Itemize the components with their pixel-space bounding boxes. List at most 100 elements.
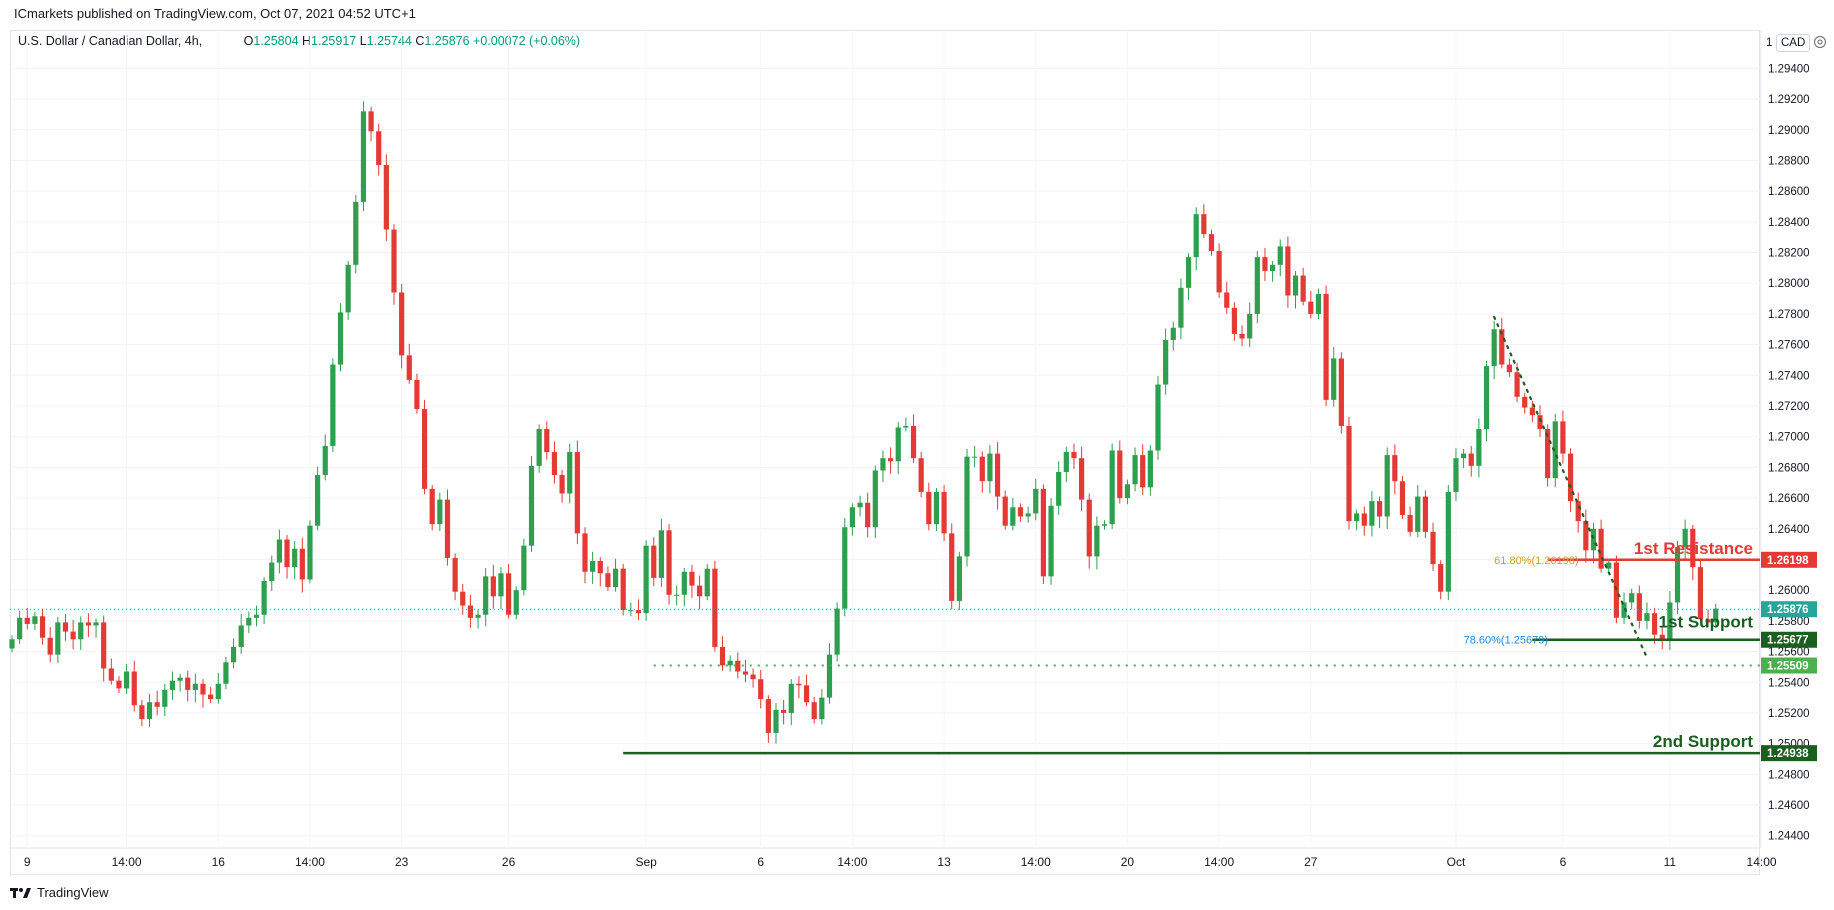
candle-body [1079, 458, 1085, 500]
candle-body [17, 617, 23, 640]
candle-body [1491, 329, 1497, 367]
candle-body [1193, 214, 1199, 258]
candle-body [1017, 507, 1024, 517]
high-key: H [302, 34, 312, 48]
candle-body [1292, 275, 1299, 296]
time-axis[interactable]: 9 14:00 16 14:00 23 26 Sep 6 14:00 13 14:00 20 14:00… [24, 855, 1777, 869]
candle-body [1506, 364, 1513, 373]
candle-body [467, 605, 473, 618]
tradingview-logo-icon [10, 887, 31, 898]
candle-body [353, 201, 359, 265]
currency-button[interactable]: CAD [1776, 34, 1811, 52]
candle-body [689, 571, 695, 586]
candle-body [498, 573, 504, 597]
chart-settings-icon[interactable] [1812, 34, 1828, 50]
candle-body [452, 557, 458, 592]
candle-body [9, 639, 15, 649]
candle-body [513, 590, 519, 615]
descending-trendline[interactable] [1493, 315, 1649, 659]
price-label-box [1761, 631, 1817, 648]
candle-body [1124, 484, 1131, 499]
price-axis[interactable]: 1.29400 1.29200 1.29000 1.28800 1.28600 1.284… [1761, 63, 1817, 843]
candle-body [956, 556, 962, 601]
time-tick-label: 23 [395, 855, 409, 869]
price-tick-label: 1.25200 [1768, 708, 1810, 720]
level-name-label: 1st Support [1659, 613, 1754, 632]
candle-body [1109, 450, 1115, 525]
candle-body [131, 671, 137, 706]
time-tick-label: 11 [1664, 855, 1677, 869]
candle-body [643, 545, 649, 614]
footer-brand[interactable]: TradingView [10, 885, 109, 900]
candle-body [1682, 528, 1688, 548]
candle-body [528, 465, 535, 546]
candle-body [1224, 292, 1230, 308]
candle-body [337, 312, 344, 365]
price-tick-label: 1.24600 [1768, 800, 1810, 812]
candle-body [192, 683, 198, 690]
candle-body [483, 576, 489, 615]
candle-body [1369, 501, 1375, 526]
candle-body [292, 548, 298, 568]
candle-body [246, 617, 252, 626]
candle-body [1201, 214, 1207, 235]
candle-body [85, 622, 91, 626]
candle-body [154, 702, 160, 707]
candle-body [1040, 488, 1046, 577]
candle-body [1285, 246, 1291, 296]
candle-body [811, 702, 817, 720]
time-tick-label: 6 [757, 855, 764, 869]
candle-body [933, 491, 940, 525]
candle-body [345, 264, 351, 313]
candle-body [1545, 429, 1551, 479]
price-tick-label: 1.27200 [1768, 401, 1810, 413]
candle-body [612, 568, 619, 588]
candle-body [1399, 481, 1406, 515]
candle-body [1094, 525, 1100, 557]
candle-body [315, 475, 321, 526]
candle-body [781, 709, 787, 713]
candle-body [681, 571, 687, 595]
price-tick-label: 1.29400 [1768, 63, 1810, 75]
price-label-box [1761, 601, 1817, 618]
price-tick-label: 1.26800 [1768, 462, 1810, 474]
time-tick-label: Sep [635, 855, 657, 869]
candle-body [215, 683, 221, 700]
candle-body [62, 622, 69, 632]
open-value: 1.25804 [253, 34, 299, 48]
candle-body [1323, 293, 1329, 400]
candle-body [796, 683, 802, 686]
candle-body [299, 548, 305, 580]
candle-body [162, 689, 168, 707]
candle-body [101, 622, 107, 669]
candle-body [750, 674, 756, 680]
candle-body [1590, 528, 1597, 551]
candle-body [582, 533, 588, 572]
candle-body [1461, 453, 1467, 459]
candle-body [1453, 458, 1459, 492]
candle-body [1346, 425, 1352, 522]
candle-body [1247, 313, 1253, 339]
candle-body [39, 616, 46, 638]
candle-body [414, 379, 420, 410]
price-tick-label: 1.27400 [1768, 370, 1810, 382]
candle-body [521, 545, 527, 591]
symbol-title[interactable]: U.S. Dollar / Canadian Dollar, 4h, [18, 34, 203, 48]
candle-body [506, 573, 512, 615]
currency-prefix: 1 [1766, 37, 1773, 49]
candle-body [628, 610, 634, 612]
candle-body [1674, 547, 1681, 603]
candle-body [697, 585, 703, 597]
candle-body [605, 573, 611, 588]
candle-body [910, 425, 917, 459]
candle-body [895, 427, 901, 462]
candle-body [475, 614, 481, 618]
time-tick-label: 27 [1304, 855, 1318, 869]
price-tick-label: 1.27600 [1768, 340, 1810, 352]
price-tick-label: 1.28400 [1768, 217, 1810, 229]
candle-body [1185, 257, 1192, 288]
candle-body [1468, 453, 1474, 466]
candle-body [460, 591, 466, 606]
candle-body [238, 625, 244, 647]
